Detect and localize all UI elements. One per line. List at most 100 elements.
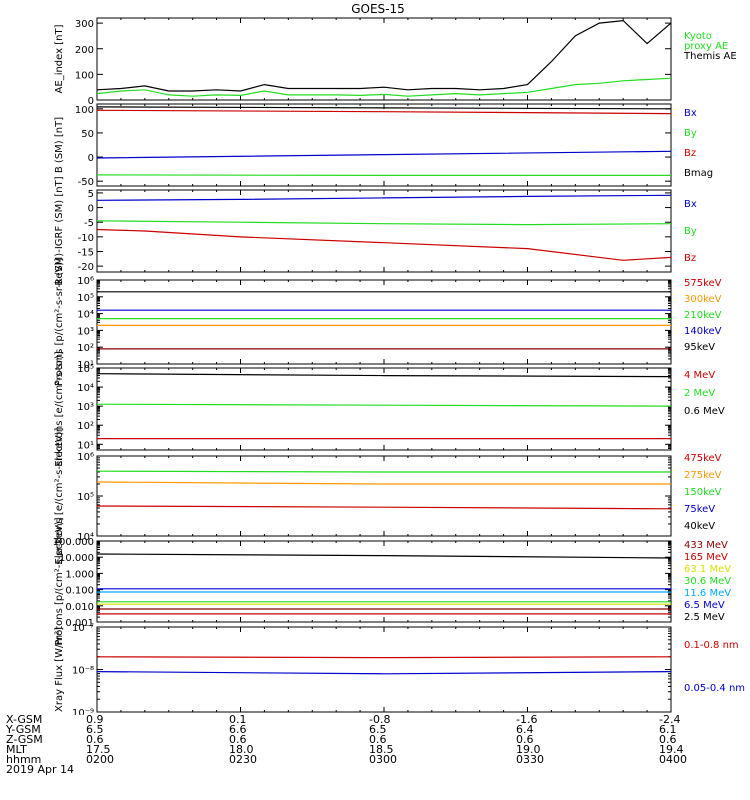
y-axis-label: Protons [p/(cm²-s-sr-keV)] — [54, 517, 65, 645]
y-axis-label: Protons [p/(cm²-s-sr-keV)] — [54, 258, 65, 386]
y-tick-label: 0.100 — [65, 586, 94, 597]
col3-mlt: 19.0 — [516, 743, 541, 756]
y-axis-label: B (SM)-IGRF (SM) [nT] — [54, 176, 65, 285]
legend-label: 0.1-0.8 nm — [684, 640, 739, 651]
legend-label: By — [684, 128, 697, 139]
y-tick-label: -5 — [84, 218, 94, 229]
legend-label: 6.5 MeV — [684, 600, 725, 611]
panel-frame — [96, 540, 672, 623]
legend-label: 575keV — [684, 278, 722, 289]
series-kyoto-proxy-ae — [97, 77, 671, 97]
col2-hhmm: 0300 — [369, 753, 397, 766]
legend-label: 475keV — [684, 453, 722, 464]
series-2-mev — [97, 403, 671, 407]
col3-hhmm: 0330 — [516, 753, 544, 766]
col1-z: 0.6 — [229, 733, 247, 746]
legend-label: By — [684, 226, 697, 237]
col2-y: 6.5 — [369, 723, 387, 736]
figure-title: GOES-15 — [351, 2, 405, 16]
legend-label: Bx — [684, 199, 697, 210]
col4-y: 6.1 — [659, 723, 677, 736]
y-tick-label: -15 — [78, 248, 94, 259]
y-tick-label: 10⁻⁷ — [72, 623, 94, 634]
col1-mlt: 18.0 — [229, 743, 254, 756]
row-label-hhmm: hhmm — [6, 753, 42, 766]
legend-label: 63.1 MeV — [684, 564, 731, 575]
legend-label: Kyoto — [684, 31, 712, 42]
legend-label: 275keV — [684, 470, 722, 481]
panel-bsm: -50 0 50 100 B (SM) [nT] Bx By Bz Bmag — [54, 103, 713, 188]
col1-hhmm: 0230 — [229, 753, 257, 766]
panel-bigrf: -20 -15 -10 -5 0 5 B (SM)-IGRF (SM) [nT] Bx By Bz — [54, 176, 697, 285]
legend-label: 300keV — [684, 294, 722, 305]
panel-protons: 10¹ 10² 10³ 10⁴ 10⁵ 10⁶ Protons [p/(cm²-s-sr-k… — [54, 258, 722, 386]
legend-label: Bz — [684, 148, 696, 159]
y-tick-label: -20 — [78, 262, 94, 273]
legend-label: 75keV — [684, 504, 715, 515]
y-tick-label: 5 — [88, 189, 94, 200]
row-label-x-gsm: X-GSM — [6, 713, 43, 726]
y-tick-label: 10³ — [77, 402, 94, 413]
col3-y: 6.4 — [516, 723, 534, 736]
legend-label: 210keV — [684, 310, 722, 321]
panel-electrons_kev: 10⁴ 10⁵ 10⁶ Electrons [e/(cm²-s-sr-keV)] 475… — [54, 427, 722, 564]
series-275kev — [97, 481, 671, 485]
legend-label: 4 MeV — [684, 370, 715, 381]
panel-frame — [96, 455, 672, 537]
row-label-z-gsm: Z-GSM — [6, 733, 43, 746]
col0-hhmm: 0200 — [86, 753, 114, 766]
y-tick-label: 10¹ — [77, 440, 94, 451]
legend-label: 433 MeV — [684, 540, 728, 551]
legend-label: 0.6 MeV — [684, 406, 725, 417]
y-tick-label: 10⁴ — [77, 310, 94, 321]
y-axis-label: Electrons [e/(cm²-s-sr)] — [54, 351, 65, 467]
y-tick-label: 10⁵ — [77, 364, 94, 375]
legend-label: Themis AE — [683, 51, 737, 62]
y-tick-label: 10⁶ — [77, 276, 94, 287]
series-by — [97, 174, 671, 176]
panel-frame — [96, 367, 672, 451]
row-label-y-gsm: Y-GSM — [6, 723, 41, 736]
y-tick-label: 10⁶ — [77, 452, 94, 463]
col2-x: -0.8 — [369, 713, 391, 726]
series-0-6-mev — [97, 373, 671, 378]
panel-electrons_mev: 10¹ 10² 10³ 10⁴ 10⁵ Electrons [e/(cm²-s-sr)] 4… — [54, 351, 725, 467]
col3-x: -1.6 — [516, 713, 538, 726]
col0-z: 0.6 — [86, 733, 104, 746]
y-tick-label: 10⁻⁹ — [72, 708, 94, 715]
series-themis-ae — [97, 19, 671, 92]
y-tick-label: 300 — [75, 19, 94, 30]
y-tick-label: 50 — [81, 129, 94, 140]
row-label-mlt: MLT — [6, 743, 27, 756]
y-axis-label: Electrons [e/(cm²-s-sr-keV)] — [54, 427, 65, 564]
y-tick-label: 10⁵ — [77, 293, 94, 304]
y-tick-label: 10⁴ — [77, 532, 94, 543]
legend-label: 2.5 MeV — [684, 612, 725, 623]
legend-label: 30.6 MeV — [684, 576, 731, 587]
col4-hhmm: 0400 — [659, 753, 687, 766]
y-tick-label: 0 — [88, 204, 94, 215]
y-tick-label: 0.001 — [65, 618, 94, 629]
series-0-05-0-4-nm — [97, 670, 671, 675]
series-by — [97, 220, 671, 226]
orbit-info-table: X-GSM Y-GSM Z-GSM MLT hhmm 2019 Apr 14 0… — [0, 713, 750, 800]
col1-x: 0.1 — [229, 713, 247, 726]
y-axis-label: Xray Flux [W/m²] — [54, 627, 65, 712]
legend-label: 95keV — [684, 342, 715, 353]
col2-mlt: 18.5 — [369, 743, 394, 756]
col4-x: -2.4 — [659, 713, 681, 726]
legend-label: Bz — [684, 253, 696, 264]
y-tick-label: 0.010 — [65, 602, 94, 613]
y-tick-label: 10³ — [77, 326, 94, 337]
y-tick-label: -10 — [78, 233, 94, 244]
series-475kev — [97, 505, 671, 510]
legend-label: 40keV — [684, 521, 715, 532]
y-tick-label: 0 — [88, 96, 94, 107]
y-tick-label: 10.000 — [59, 553, 94, 564]
panel-frame — [96, 279, 672, 365]
legend-label: Bx — [684, 108, 697, 119]
legend-label: 150keV — [684, 487, 722, 498]
y-tick-label: 10⁵ — [77, 492, 94, 503]
